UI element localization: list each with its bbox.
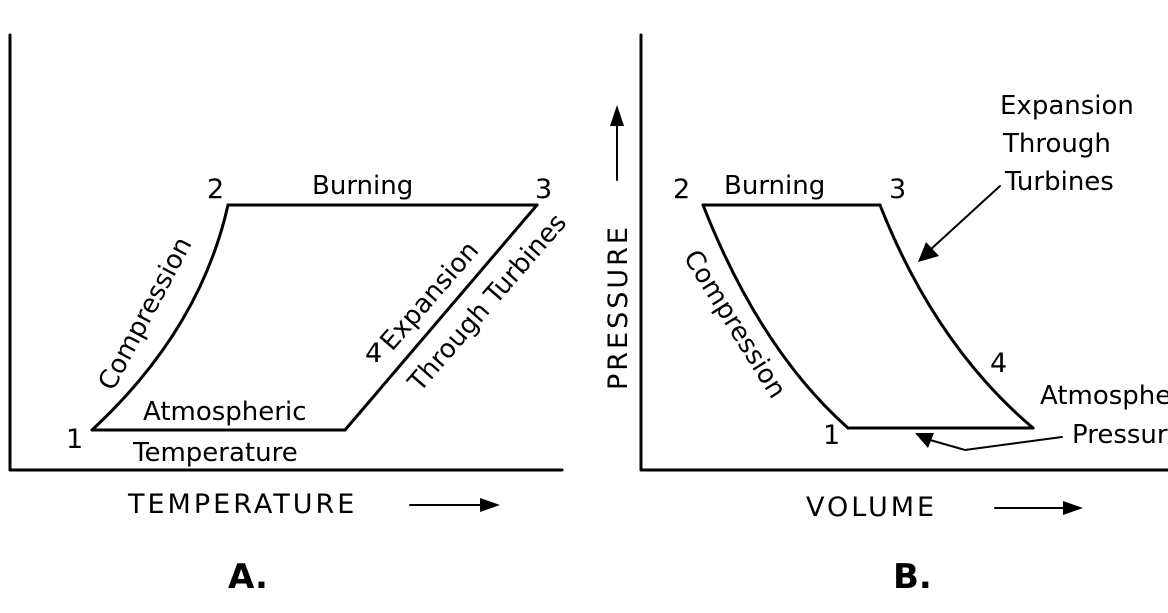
panel-b-point-3: 3 [889, 174, 906, 205]
panel-b-point-2: 2 [673, 174, 690, 205]
panel-a-panel-label: A. [228, 557, 268, 597]
panel-a-axes [8, 33, 564, 472]
panel-b-atmospheric-label: Atmospheric [1040, 381, 1168, 411]
panel-b-point-4: 4 [990, 348, 1007, 379]
panel-a-temperature-label: Temperature [132, 438, 298, 468]
panel-a-burning-label: Burning [312, 171, 413, 201]
panel-a-point-1: 1 [66, 424, 83, 455]
panel-b-pressure-volume-diagram: PRESSURE 1 2 3 4 Burning Compression Exp… [603, 33, 1168, 597]
panel-b-atmospheric-pressure-arrow [915, 433, 1063, 452]
panel-b-pressure-label: Pressure [1072, 420, 1168, 450]
panel-b-compression-label: Compression [677, 245, 792, 404]
panel-b-x-axis-arrow [994, 501, 1083, 515]
panel-b-burning-label: Burning [724, 171, 825, 201]
panel-a-x-axis-label: TEMPERATURE [127, 489, 357, 520]
panel-a-atmospheric-label: Atmospheric [143, 397, 307, 427]
panel-b-x-axis-label: VOLUME [806, 492, 937, 523]
panel-a-expansion-line [343, 203, 539, 432]
panel-a-x-axis-arrow [409, 498, 500, 512]
panel-a-compression-curve [90, 203, 230, 432]
panel-b-turbines-label: Turbines [1004, 167, 1114, 197]
panel-b-point-1: 1 [823, 420, 840, 451]
panel-b-y-axis-label: PRESSURE [603, 224, 634, 390]
panel-b-panel-label: B. [893, 557, 932, 597]
panel-b-compression-curve [701, 203, 850, 430]
panel-b-axes [639, 33, 1168, 472]
panel-b-expansion-label: Expansion [1000, 91, 1134, 121]
panel-b-expansion-arrow [918, 185, 1001, 262]
panel-a-point-2: 2 [207, 174, 224, 205]
panel-b-through-label: Through [1002, 129, 1111, 159]
panel-a-temperature-diagram: 1 2 3 4 Burning Compression Expansion Th… [8, 33, 573, 597]
panel-a-point-3: 3 [535, 174, 552, 205]
panel-a-point-4: 4 [365, 338, 382, 369]
panel-b-expansion-curve [878, 203, 1035, 430]
panel-b-y-axis-arrow [610, 105, 624, 181]
